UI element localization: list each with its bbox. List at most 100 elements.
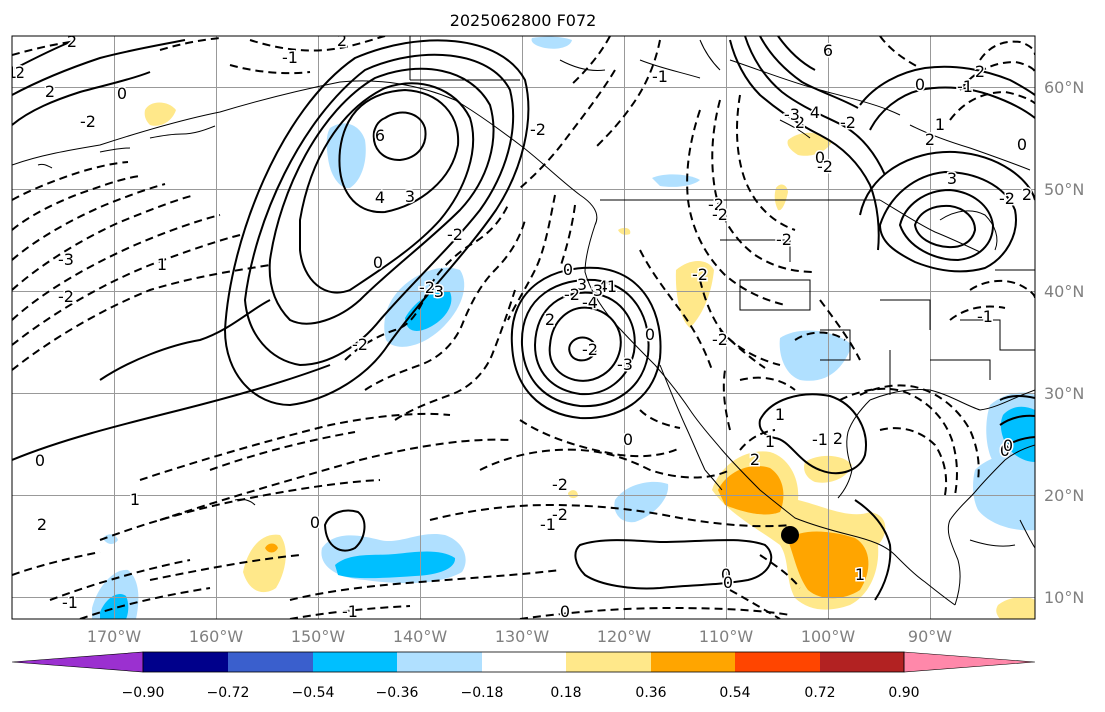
lon-label: 160°W (189, 627, 244, 646)
colorbar-segment (143, 652, 228, 672)
contour-label: 0 (373, 253, 383, 272)
colorbar-segment (820, 652, 904, 672)
lon-label: 110°W (699, 627, 754, 646)
contour-label: -3 (617, 355, 633, 374)
colorbar-extend-high (903, 651, 1036, 673)
contour-label: 2 (337, 31, 347, 50)
shade-yellow (675, 261, 714, 328)
shade-light-blue (779, 330, 852, 381)
contour-label: -1 (812, 430, 828, 449)
colorbar-segment (735, 652, 820, 672)
lon-label: 170°W (87, 627, 142, 646)
contour-label: 2 (1022, 185, 1032, 204)
contour-label: -2 (999, 189, 1015, 208)
lon-label: 140°W (393, 627, 448, 646)
contour-label: 1 (765, 432, 775, 451)
shade-orange (265, 543, 278, 553)
lat-label: 60°N (1044, 78, 1084, 97)
contour-label: -2 (582, 340, 598, 359)
contour-label: -1 (540, 515, 556, 534)
colorbar-segment (482, 652, 566, 672)
contour-label: 2 (975, 62, 985, 81)
shade-yellow (996, 597, 1035, 619)
contour-label: 4 (375, 188, 385, 207)
latitude-labels: 60°N 50°N 40°N 30°N 20°N 10°N (1044, 78, 1084, 607)
positive-contours (12, 36, 1035, 601)
lon-label: 90°W (908, 627, 952, 646)
longitude-labels: 170°W 160°W 150°W 140°W 130°W 120°W 110°… (87, 627, 952, 646)
contour-label: 0 (1000, 441, 1010, 460)
contour-label: 2 (925, 130, 935, 149)
location-marker (781, 526, 799, 544)
contour-label: 0 (1003, 436, 1013, 455)
contour-label: 3 (593, 281, 603, 300)
lat-label: 30°N (1044, 384, 1084, 403)
colorbar-segment (313, 652, 397, 672)
contour-label: 0 (721, 565, 731, 584)
contour-label: -2 (564, 285, 580, 304)
contours (12, 36, 1035, 619)
contour-label: 2 (37, 515, 47, 534)
colorbar-tick-label: −0.72 (207, 685, 250, 701)
map-frame (11, 35, 1036, 620)
contour-label: 1 (130, 490, 140, 509)
colorbar-extend-low (11, 651, 144, 673)
contour-label: -2 (712, 205, 728, 224)
shade-light-blue (326, 123, 366, 189)
shade-light-blue (531, 36, 572, 49)
shade-yellow (144, 102, 176, 126)
lat-label: 10°N (1044, 588, 1084, 607)
contour-label: 2 (15, 63, 25, 82)
contour-label: 0 (645, 325, 655, 344)
contour-label: 1 (157, 255, 167, 274)
contour-label: -2 (712, 330, 728, 349)
contour-label: -4 (582, 293, 598, 312)
contour-label: -1 (282, 48, 298, 67)
contour-label: 0 (560, 602, 570, 621)
lon-label: 150°W (291, 627, 346, 646)
contour-label: 1 (855, 565, 865, 584)
contour-label: -2 (776, 230, 792, 249)
contour-label: -4 (592, 277, 608, 296)
contour-label: -1 (977, 307, 993, 326)
contour-label: 1 (607, 277, 617, 296)
contour-label: 0 (35, 451, 45, 470)
contour-label: 2 (545, 310, 555, 329)
colorbar-tick-label: −0.36 (376, 685, 419, 701)
contour-label: 6 (375, 126, 385, 145)
contour-label: -2 (530, 120, 546, 139)
contour-label: -2 (552, 505, 568, 524)
contour-label: 3 (947, 169, 957, 188)
shade-yellow (568, 490, 578, 499)
contour-label: 2 (833, 429, 843, 448)
colorbar-tick-label: 0.36 (635, 685, 666, 701)
negative-contours (12, 36, 1035, 619)
lon-label: 100°W (801, 627, 856, 646)
lon-label: 120°W (597, 627, 652, 646)
shade-yellow (787, 132, 832, 156)
colorbar-tick-label: 0.72 (804, 685, 835, 701)
shade-cyan (405, 291, 452, 331)
contour-label: -1 (957, 77, 973, 96)
contour-label: 1 (7, 63, 17, 82)
contour-label: 2 (67, 32, 77, 51)
colorbar-segment (228, 652, 313, 672)
contour-label: -3 (58, 250, 74, 269)
contour-label: 3 (577, 275, 587, 294)
contour-label: -2 (840, 113, 856, 132)
contour-label: 1 (775, 405, 785, 424)
contour-label: 0 (915, 75, 925, 94)
colorbar-tick-label: 0.54 (719, 685, 750, 701)
contour-label: 0 (723, 573, 733, 592)
contour-label: -1 (62, 593, 78, 612)
colorbar: −0.90 −0.72 −0.54 −0.36 −0.18 0.18 0.36 … (11, 651, 1036, 701)
shade-yellow (774, 184, 788, 211)
colorbar-segment (566, 652, 651, 672)
contour-label: 1 (935, 115, 945, 134)
colorbar-outline (142, 651, 905, 673)
shade-orange (718, 466, 784, 515)
colorbar-segment (397, 652, 482, 672)
